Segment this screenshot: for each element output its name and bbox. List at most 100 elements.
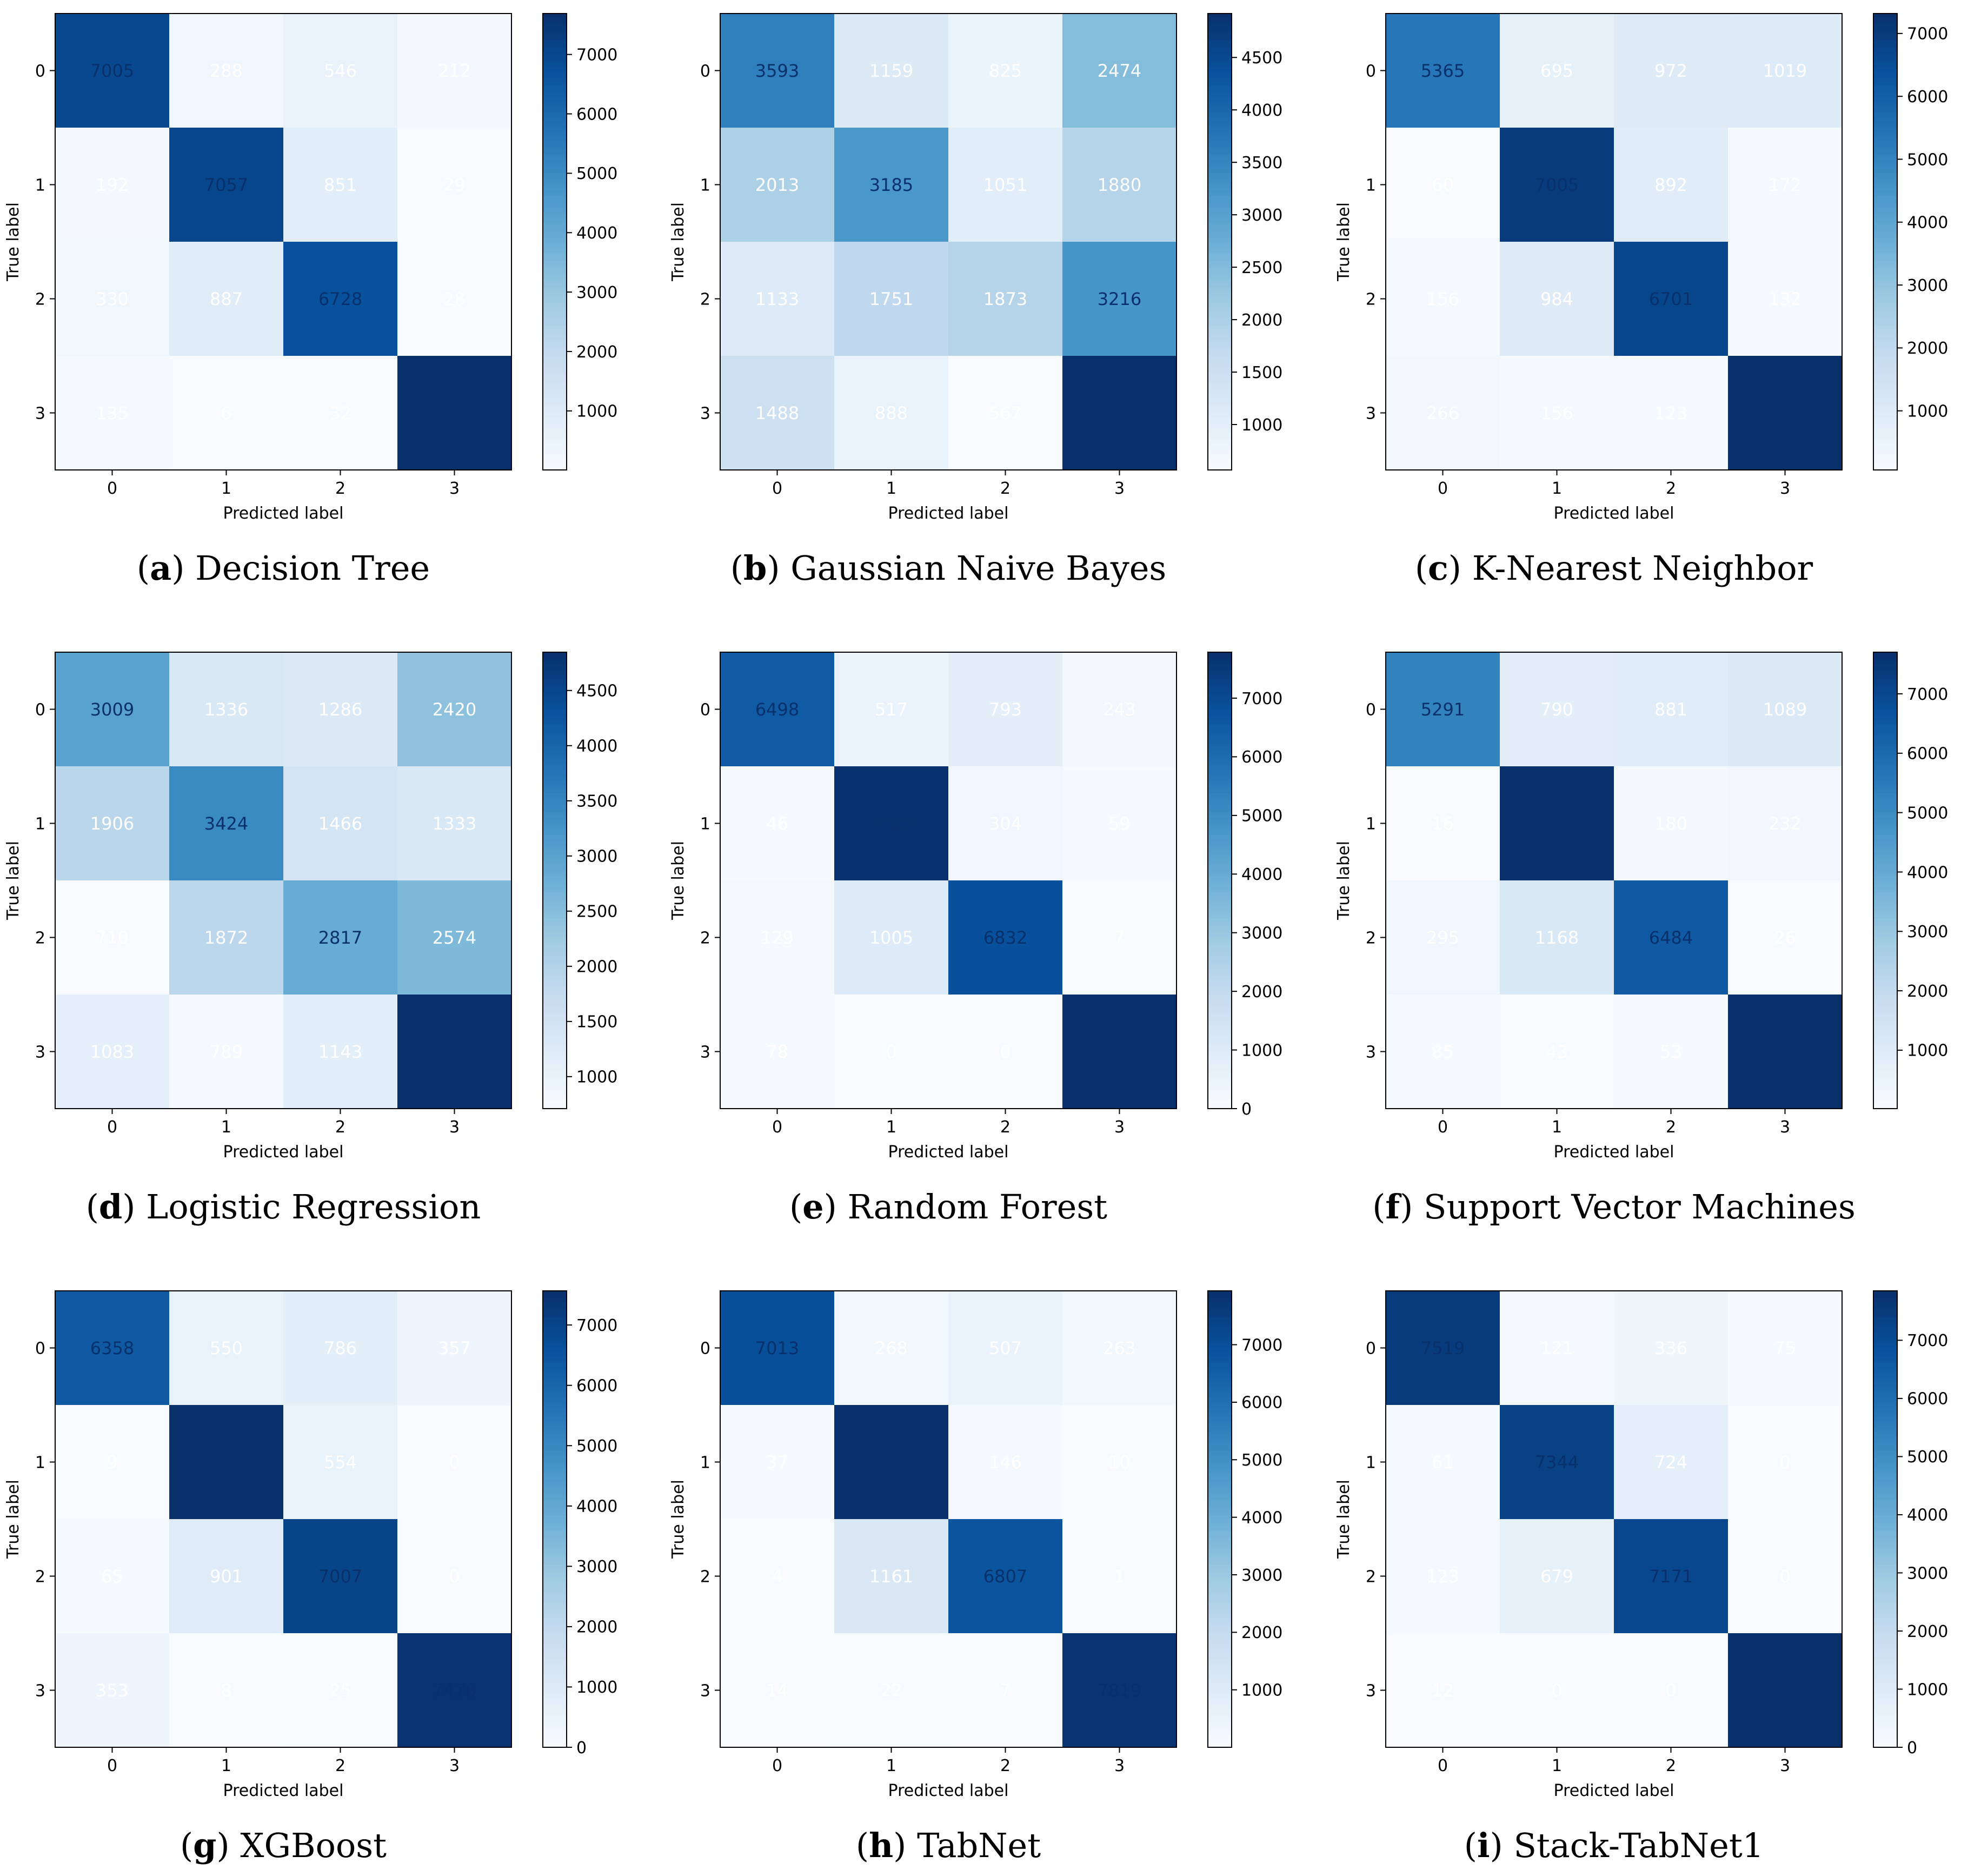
colorbar-segment [1208, 162, 1232, 167]
colorbar-segment [1208, 169, 1232, 174]
colorbar-segment [1873, 751, 1897, 755]
colorbar-segment [543, 1063, 567, 1068]
colorbar-segment [1873, 1507, 1897, 1512]
colorbar-tick-label: 6000 [1241, 748, 1282, 767]
colorbar-segment [1208, 709, 1232, 714]
matrix-cell-value: 1051 [983, 175, 1027, 195]
colorbar-segment [1208, 998, 1232, 1003]
colorbar-segment [1208, 1413, 1232, 1417]
colorbar-segment [1208, 360, 1232, 364]
colorbar-segment [1873, 44, 1897, 49]
colorbar-frame [542, 652, 567, 1109]
colorbar-segment [1208, 1097, 1232, 1102]
colorbar-segment [1873, 1348, 1897, 1353]
matrix-cell-value: 786 [324, 1338, 357, 1358]
matrix-cell-value: 29 [443, 175, 466, 195]
colorbar-segment [1873, 652, 1897, 657]
matrix-cell [1062, 880, 1177, 995]
colorbar-segment [1873, 123, 1897, 128]
colorbar-segment [1873, 967, 1897, 972]
colorbar-segment [543, 789, 567, 794]
matrix-cell-value: 3424 [204, 813, 248, 834]
colorbar-segment [543, 458, 567, 463]
colorbar-segment [1873, 340, 1897, 345]
matrix-cell-value: 61 [1432, 1452, 1454, 1473]
colorbar-segment [1873, 1363, 1897, 1368]
colorbar-segment [1208, 747, 1232, 752]
matrix-cell [1386, 242, 1500, 356]
colorbar-segment [1873, 93, 1897, 98]
matrix-cell [720, 1519, 835, 1634]
y-axis-label: True label [4, 202, 23, 282]
colorbar-segment [543, 998, 567, 1003]
colorbar-segment [1208, 48, 1232, 52]
colorbar-segment [1208, 1340, 1232, 1345]
colorbar-segment [1873, 827, 1897, 832]
colorbar-segment [1873, 454, 1897, 459]
y-axis-label: True label [1334, 202, 1353, 282]
colorbar-segment [543, 1101, 567, 1105]
colorbar-segment [543, 1351, 567, 1356]
colorbar-segment [543, 104, 567, 109]
colorbar-segment [543, 1355, 567, 1360]
matrix-cell [397, 356, 512, 470]
matrix-cell-value: 7007 [318, 1566, 362, 1587]
colorbar-segment [1873, 1492, 1897, 1497]
colorbar-segment [1873, 995, 1897, 999]
colorbar-segment [543, 1348, 567, 1353]
colorbar-segment [1873, 986, 1897, 991]
matrix-cell-value: 881 [1654, 699, 1687, 720]
colorbar-segment [543, 1367, 567, 1371]
caption-letter: a [150, 548, 171, 588]
colorbar-segment [1208, 1428, 1232, 1433]
colorbar-tick-label: 6000 [576, 1376, 617, 1395]
colorbar-segment [1208, 1610, 1232, 1615]
colorbar-segment [543, 287, 567, 292]
colorbar-segment [1873, 409, 1897, 414]
colorbar-segment [543, 40, 567, 45]
colorbar-segment [543, 990, 567, 995]
colorbar-segment [1208, 325, 1232, 330]
colorbar-segment [1873, 390, 1897, 395]
colorbar-segment [1208, 762, 1232, 767]
colorbar-segment [1873, 1074, 1897, 1079]
colorbar-segment [1873, 1439, 1897, 1444]
colorbar-segment [1873, 1645, 1897, 1649]
colorbar-segment [543, 1561, 567, 1566]
matrix-cell [283, 652, 398, 767]
colorbar-segment [1873, 443, 1897, 448]
colorbar-segment [1873, 1568, 1897, 1573]
matrix-cell [55, 242, 170, 356]
colorbar-segment [1873, 1667, 1897, 1672]
colorbar-segment [1208, 1070, 1232, 1075]
colorbar-segment [1873, 1409, 1897, 1413]
colorbar-segment [1208, 1048, 1232, 1052]
matrix-cell-value: 135 [96, 403, 129, 423]
caption-paren-open: ( [137, 548, 150, 588]
colorbar-segment [543, 880, 567, 885]
colorbar-segment [543, 55, 567, 60]
colorbar-segment [1873, 283, 1897, 288]
matrix-cell-value: 6701 [1649, 289, 1693, 309]
colorbar-segment [1208, 283, 1232, 288]
matrix-cell-value: 1161 [869, 1566, 913, 1587]
matrix-cell-value: 121 [1540, 1338, 1573, 1358]
colorbar-segment [543, 123, 567, 128]
colorbar-segment [543, 1602, 567, 1607]
colorbar-segment [1873, 1720, 1897, 1725]
matrix-cell [1386, 1519, 1500, 1634]
colorbar-segment [1208, 1093, 1232, 1098]
colorbar-segment [1873, 911, 1897, 916]
caption-title: TabNet [917, 1826, 1041, 1865]
colorbar-tick-label: 2000 [1241, 1623, 1282, 1642]
colorbar-tick-label: 7000 [1907, 25, 1948, 44]
caption-paren-close: ) [1448, 548, 1472, 588]
colorbar-segment [1208, 1085, 1232, 1090]
colorbar-segment [1873, 1298, 1897, 1303]
colorbar-segment [543, 420, 567, 425]
colorbar-segment [543, 1428, 567, 1433]
colorbar-segment [1208, 789, 1232, 794]
colorbar-segment [1208, 165, 1232, 170]
heatmap-frame [55, 1290, 512, 1748]
matrix-cell [397, 1291, 512, 1406]
